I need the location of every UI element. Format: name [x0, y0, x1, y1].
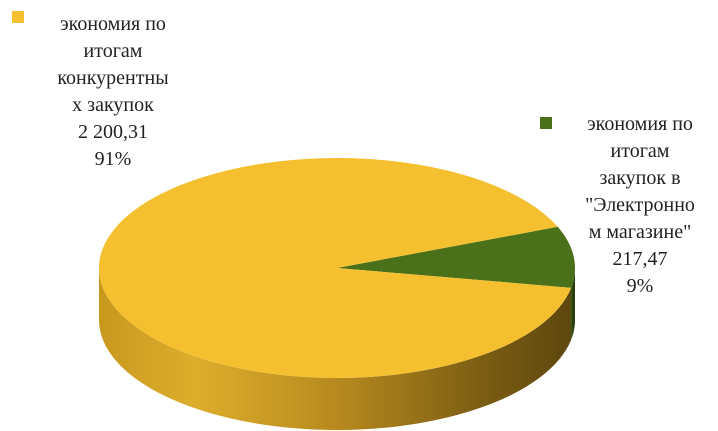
data-label-line-1-1: итогам	[611, 140, 670, 162]
pie-labels: экономия по итогам конкурентны х закупок 2 2…	[12, 11, 695, 297]
data-label-key-0	[12, 11, 24, 23]
pie-slice-1	[337, 226, 575, 288]
pie-side-0-0	[99, 268, 572, 430]
data-label-line-0-1: итогам	[84, 40, 143, 62]
data-label-line-1-0: экономия по	[587, 113, 693, 135]
data-label-line-0-0: экономия по	[60, 13, 166, 35]
data-label-key-1	[540, 117, 552, 129]
data-label-percent-1: 9%	[627, 275, 654, 297]
data-label-percent-0: 91%	[95, 148, 132, 170]
data-label-value-0: 2 200,31	[78, 121, 148, 143]
pie-sides	[99, 268, 575, 430]
data-label-line-0-3: х закупок	[72, 94, 154, 116]
data-label-line-0-2: конкурентны	[57, 67, 168, 89]
pie-slice-0	[98, 157, 572, 378]
pie-tops	[98, 157, 575, 378]
data-label-line-1-4: м магазине"	[589, 221, 691, 243]
data-label-line-1-3: "Электронно	[585, 194, 695, 216]
data-label-line-1-2: закупок в	[599, 167, 680, 189]
data-label-value-1: 217,47	[613, 248, 668, 270]
pie-side-1-0	[571, 268, 575, 340]
